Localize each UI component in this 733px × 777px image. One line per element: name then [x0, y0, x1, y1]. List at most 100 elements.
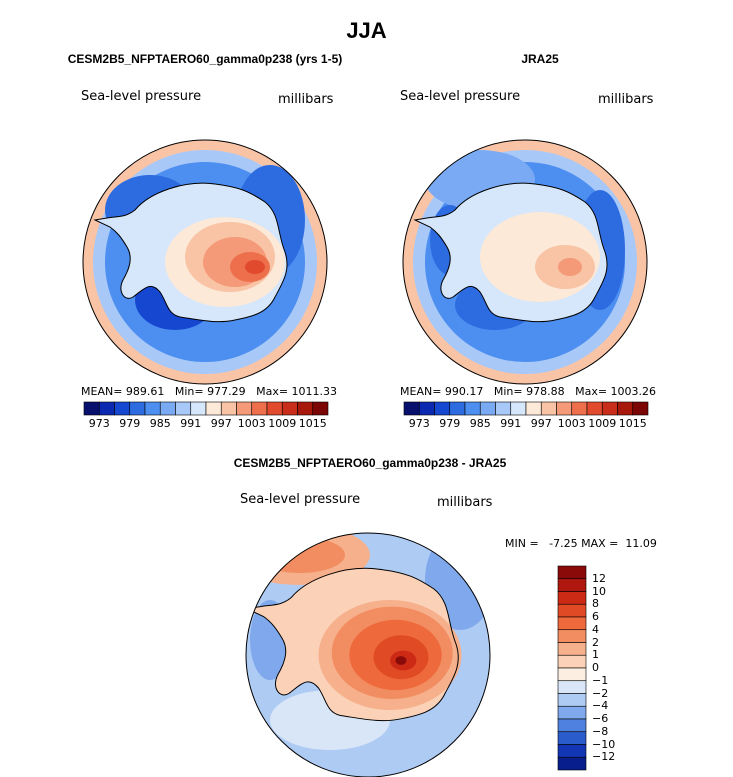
diff-title: CESM2B5_NFPTAERO60_gamma0p238 - JRA25	[233, 456, 507, 470]
colorbar-swatch	[557, 718, 587, 733]
colorbar-swatch	[175, 401, 192, 416]
panel-1-variable: Sea-level pressure	[81, 89, 202, 104]
colorbar-diff	[557, 565, 587, 771]
panel-1-units: millibars	[278, 92, 334, 107]
colorbar-tick-label: 973	[408, 417, 430, 430]
colorbar-tick-label: 979	[119, 417, 141, 430]
colorbar-tick-label: 2	[592, 635, 599, 649]
colorbar-swatch	[571, 401, 588, 416]
colorbar-tick-label: 991	[180, 417, 202, 430]
colorbar-tick-label: −12	[592, 750, 616, 764]
colorbar-tick-label: 1009	[588, 417, 617, 430]
colorbar-swatch	[525, 401, 542, 416]
colorbar-tick-label: 991	[500, 417, 522, 430]
colorbar-tick-label: 1003	[237, 417, 266, 430]
colorbar-tick-label: 985	[469, 417, 491, 430]
colorbar-swatch	[205, 401, 222, 416]
page-title: JJA	[346, 18, 387, 43]
colorbar-tick-label: 4	[592, 622, 599, 636]
colorbar-tick-label: 6	[592, 610, 599, 623]
colorbar-swatch	[281, 401, 298, 416]
colorbar-swatch	[159, 401, 176, 416]
colorbar-swatch	[266, 401, 283, 416]
colorbar-tick-label: −10	[592, 737, 616, 751]
colorbar-swatch	[557, 565, 587, 580]
colorbar-swatch	[632, 401, 649, 416]
colorbar-tick-label: 1009	[268, 417, 297, 430]
colorbar-swatch	[403, 401, 420, 416]
map-diff-border	[245, 532, 491, 777]
colorbar-tick-label: 1003	[557, 417, 586, 430]
colorbar-swatch	[129, 401, 146, 416]
colorbar-tick-label: 973	[88, 417, 110, 430]
colorbar-swatch	[556, 401, 573, 416]
colorbar-tick-label: 1015	[298, 417, 327, 430]
colorbar-swatch	[557, 744, 587, 758]
colorbar-tick-label: −1	[592, 673, 609, 687]
colorbar-swatch	[557, 629, 587, 643]
colorbar-panel-2	[403, 401, 649, 416]
colorbar-tick-label: −8	[592, 724, 609, 738]
colorbar-swatch	[144, 401, 161, 416]
diff-stats: MIN = -7.25 MAX = 11.09	[505, 537, 657, 550]
colorbar-tick-label: 1015	[618, 417, 647, 430]
panel-2-variable: Sea-level pressure	[400, 89, 521, 104]
colorbar-tick-label: 0	[592, 661, 599, 674]
colorbar-swatch	[557, 578, 587, 592]
colorbar-swatch	[434, 401, 451, 416]
colorbar-swatch	[220, 401, 237, 416]
colorbar-swatch	[557, 731, 587, 745]
colorbar-tick-label: −4	[592, 699, 609, 713]
colorbar-swatch	[510, 401, 527, 416]
colorbar-swatch	[190, 401, 207, 416]
colorbar-tick-label: 8	[592, 597, 599, 611]
diff-variable: Sea-level pressure	[240, 492, 361, 507]
colorbar-swatch	[601, 401, 618, 416]
map-panel-2	[403, 140, 647, 384]
colorbar-swatch	[617, 401, 634, 416]
panel-1-title: CESM2B5_NFPTAERO60_gamma0p238 (yrs 1-5)	[67, 52, 343, 66]
map-panel-1-border	[82, 139, 328, 385]
colorbar-tick-label: −2	[592, 686, 609, 700]
colorbar-swatch	[312, 401, 329, 416]
colorbar-swatch	[557, 603, 587, 618]
colorbar-swatch	[495, 401, 512, 416]
diff-units: millibars	[437, 495, 493, 510]
colorbar-swatch	[540, 401, 557, 416]
colorbar-swatch	[297, 401, 314, 416]
colorbar-tick-label: 997	[530, 417, 552, 430]
colorbar-swatch	[418, 401, 435, 416]
colorbar-swatch	[557, 756, 587, 771]
colorbar-swatch	[251, 401, 268, 416]
colorbar-swatch	[449, 401, 466, 416]
colorbar-tick-label: 1	[592, 648, 599, 662]
colorbar-swatch	[557, 591, 587, 605]
colorbar-swatch	[236, 401, 253, 416]
colorbar-swatch	[557, 693, 587, 707]
colorbar-swatch	[464, 401, 481, 416]
colorbar-swatch	[557, 616, 587, 631]
colorbar-swatch	[98, 401, 115, 416]
colorbar-tick-label: 985	[149, 417, 171, 430]
colorbar-swatch	[557, 680, 587, 694]
colorbar-swatch	[557, 654, 587, 669]
colorbar-swatch	[586, 401, 603, 416]
panel-2-units: millibars	[598, 92, 654, 107]
colorbar-tick-label: 12	[592, 571, 606, 585]
colorbar-swatch	[557, 667, 587, 682]
colorbar-swatch	[83, 401, 100, 416]
map-panel-1	[83, 140, 327, 384]
map-diff	[246, 533, 490, 777]
colorbar-tick-label: 997	[210, 417, 232, 430]
panel-1-stats: MEAN= 989.61 Min= 977.29 Max= 1011.33	[81, 385, 338, 398]
colorbar-panel-1	[83, 401, 329, 416]
colorbar-swatch	[557, 705, 587, 720]
colorbar-swatch	[114, 401, 131, 416]
colorbar-tick-label: 10	[592, 584, 606, 598]
map-panel-2-border	[402, 139, 648, 385]
colorbar-tick-label: −6	[592, 712, 609, 725]
panel-2-stats: MEAN= 990.17 Min= 978.88 Max= 1003.26	[400, 385, 657, 398]
colorbar-swatch	[479, 401, 496, 416]
panel-2-title: JRA25	[521, 52, 559, 66]
